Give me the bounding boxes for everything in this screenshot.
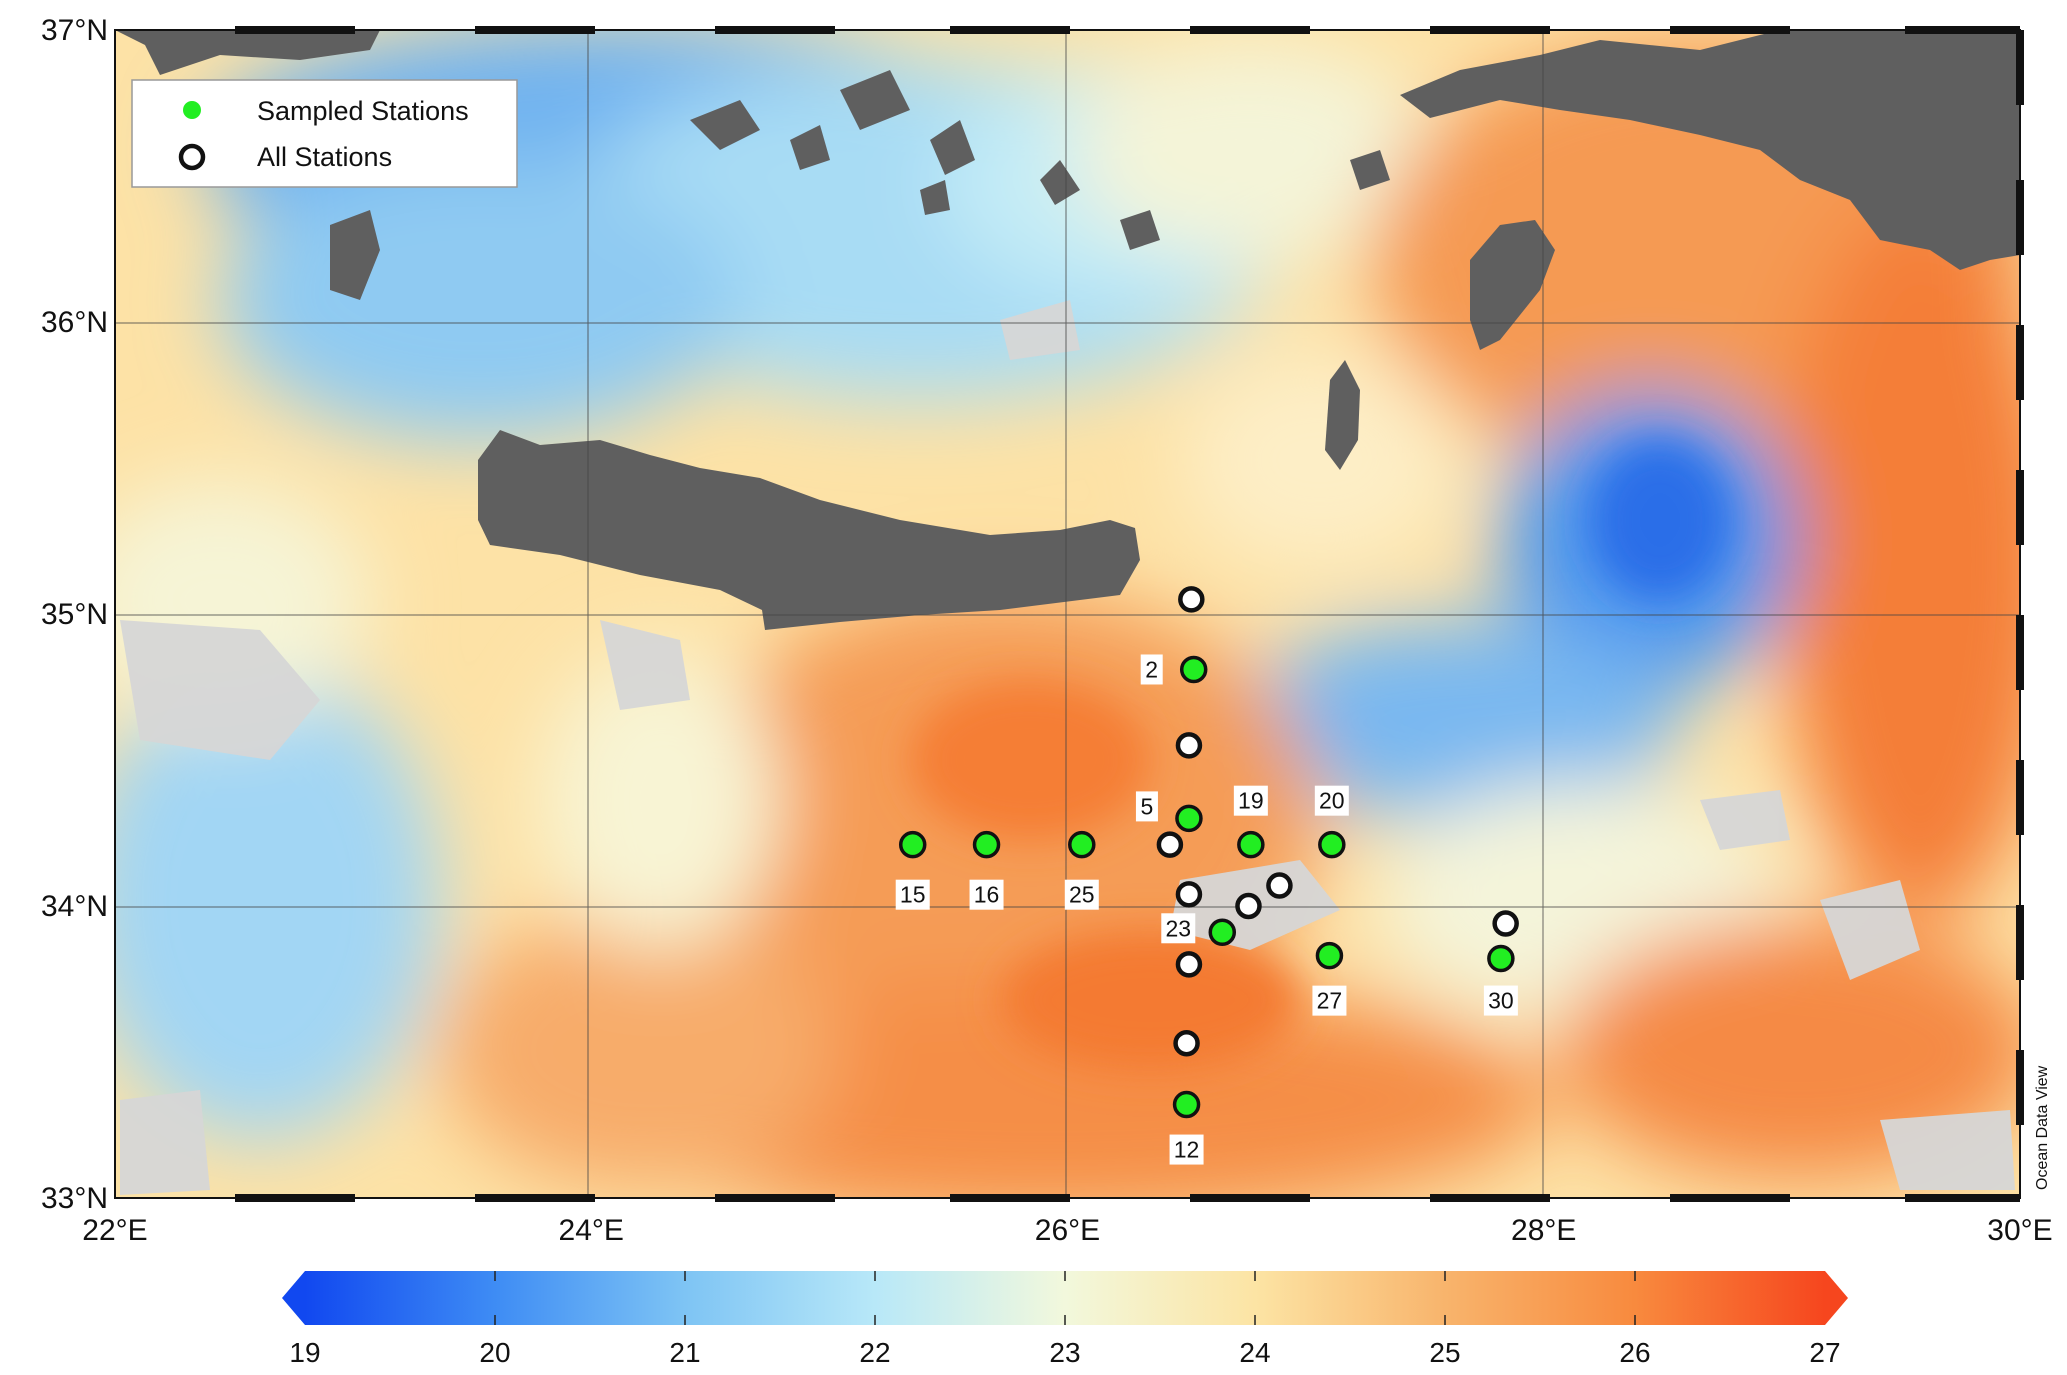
crete — [478, 430, 1140, 630]
sampled-station-marker — [1487, 944, 1515, 973]
station-label: 23 — [1165, 915, 1191, 941]
station-marker — [1235, 892, 1262, 920]
colorbar-tick-label: 20 — [479, 1337, 510, 1368]
sampled-station-marker — [1068, 830, 1096, 859]
landmasses — [115, 30, 2020, 630]
legend-sampled-marker — [183, 101, 201, 119]
turkey-coast — [1400, 30, 2020, 270]
station-label-box — [1483, 985, 1518, 1016]
station-label: 20 — [1319, 788, 1345, 814]
station-marker — [1266, 872, 1293, 899]
sampled-station-marker — [1318, 830, 1346, 859]
station-label: 30 — [1488, 988, 1514, 1014]
sampled-station-marker — [1315, 941, 1344, 970]
longitude-labels: 22°E 24°E 26°E 28°E 30°E — [82, 1214, 2052, 1247]
station-marker — [1156, 831, 1184, 858]
lon-label: 22°E — [82, 1214, 147, 1247]
station-label-box — [1314, 785, 1349, 816]
colorbar-tick-label: 26 — [1619, 1337, 1650, 1368]
rhodes — [1470, 220, 1555, 350]
latitude-labels: 37°N 36°N 35°N 34°N 33°N — [41, 14, 108, 1215]
lon-label: 30°E — [1987, 1214, 2052, 1247]
sampled-station-marker — [972, 830, 1001, 859]
legend: Sampled Stations All Stations — [131, 79, 518, 188]
station-label-box — [1064, 879, 1099, 910]
colorbar-max-arrow — [1825, 1271, 1848, 1325]
colorbar-tick-label: 24 — [1239, 1337, 1270, 1368]
station-label-box — [895, 879, 930, 910]
station-label: 25 — [1069, 882, 1095, 908]
colorbar-tick-label: 21 — [669, 1337, 700, 1368]
station-label: 19 — [1238, 788, 1264, 814]
colorbar: 19 20 21 22 23 24 25 26 27 — [282, 1271, 1848, 1368]
lon-label: 24°E — [559, 1214, 624, 1247]
lat-label: 34°N — [41, 890, 108, 923]
station-label: 2 — [1145, 656, 1158, 682]
station-label-box — [1233, 785, 1268, 816]
colorbar-tick-label: 23 — [1049, 1337, 1080, 1368]
legend-all-label: All Stations — [257, 142, 392, 172]
station-label: 15 — [900, 882, 926, 908]
map-frame — [114, 26, 2024, 1202]
station-label: 12 — [1174, 1137, 1200, 1163]
lat-label: 35°N — [41, 598, 108, 631]
sampled-station-marker — [1172, 1090, 1201, 1119]
legend-sampled-label: Sampled Stations — [257, 96, 469, 126]
station-marker — [1175, 881, 1203, 908]
station-marker — [1178, 586, 1205, 613]
station-label-box — [1135, 791, 1158, 822]
station-marker — [1175, 732, 1203, 759]
lat-label: 36°N — [41, 306, 108, 339]
station-label-box — [1161, 913, 1196, 944]
sampled-station-marker — [1179, 655, 1208, 684]
sst-field — [115, 30, 2020, 1198]
station-label: 16 — [974, 882, 1000, 908]
lat-label: 33°N — [41, 1182, 108, 1215]
lon-label: 26°E — [1035, 1214, 1100, 1247]
colorbar-min-arrow — [282, 1271, 305, 1325]
sampled-station-marker — [1208, 918, 1237, 947]
colorbar-tick-label: 19 — [289, 1337, 320, 1368]
station-label-box — [1140, 654, 1163, 685]
station-label: 27 — [1317, 988, 1343, 1014]
station-marker — [1175, 951, 1203, 978]
colorbar-tick-label: 27 — [1809, 1337, 1840, 1368]
colorbar-tick-label: 22 — [859, 1337, 890, 1368]
station-label-box — [1312, 985, 1347, 1016]
station-marker — [1492, 910, 1519, 937]
lon-label: 28°E — [1511, 1214, 1576, 1247]
lat-label: 37°N — [41, 14, 108, 47]
station-label-box — [1169, 1134, 1204, 1165]
legend-all-marker — [178, 143, 206, 171]
station-label: 5 — [1141, 793, 1154, 819]
sampled-station-marker — [898, 830, 927, 859]
ocean-data-view-credit: Ocean Data View — [2034, 1065, 2051, 1190]
colorbar-tick-label: 25 — [1429, 1337, 1460, 1368]
sampled-station-marker — [1237, 830, 1265, 859]
station-marker — [1173, 1029, 1200, 1057]
karpathos — [1325, 360, 1360, 470]
sampled-station-marker — [1175, 804, 1203, 833]
station-label-box — [969, 879, 1004, 910]
colorbar-ticks: 19 20 21 22 23 24 25 26 27 — [289, 1271, 1841, 1368]
